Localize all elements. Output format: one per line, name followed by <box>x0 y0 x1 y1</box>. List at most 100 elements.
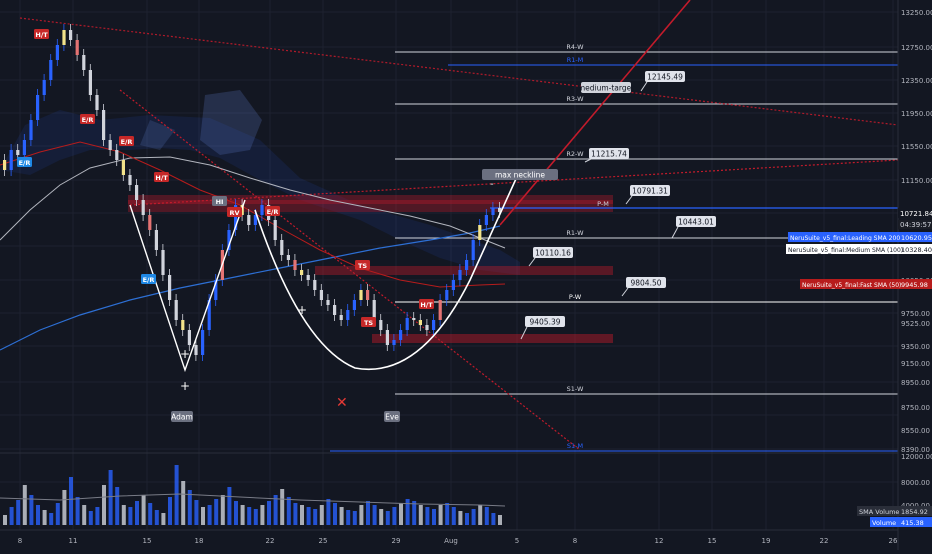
volume-bar-27 <box>181 481 186 525</box>
tag-er-1: E/R <box>17 157 32 167</box>
price-callout-2: 10791.31 <box>630 185 670 196</box>
candle-body-16 <box>108 140 112 150</box>
volume-bar-48 <box>319 505 324 525</box>
tag-rv: RV <box>227 207 242 217</box>
volume-bar-12 <box>82 505 87 525</box>
candle-body-44 <box>293 260 297 270</box>
candle-body-25 <box>168 275 172 300</box>
medium-sma-value: 10328.40 <box>901 246 932 254</box>
medium-target-label: medium-target <box>578 82 634 93</box>
tag-hi-1: HI <box>212 196 227 206</box>
level-label-pm: P-M <box>597 200 609 208</box>
volume-bar-70 <box>465 513 469 525</box>
volume-bar-9 <box>62 490 67 525</box>
volume-bar-47 <box>313 509 318 525</box>
volume-bar-75 <box>498 515 502 525</box>
volume-bar-1 <box>9 507 14 525</box>
level-label-s1w: S1-W <box>567 385 584 393</box>
price-tick-12: 9150.00 <box>901 360 930 368</box>
volume-bar-22 <box>148 503 153 525</box>
volume-bar-37 <box>247 507 252 525</box>
volume-bar-73 <box>484 507 489 525</box>
max-neckline-label: max neckline <box>482 169 558 180</box>
tag-rv-bg <box>227 207 242 217</box>
volume-bar-50 <box>333 503 337 525</box>
tag-er-4-text: E/R <box>143 276 155 284</box>
tag-ht-2-text: H/T <box>155 174 168 182</box>
breakout-line <box>499 0 691 226</box>
price-callout-1: 11215.74 <box>589 148 629 159</box>
volume-bar-20 <box>135 501 139 525</box>
tag-ts-1-bg <box>355 260 370 270</box>
time-tick-7: Aug <box>444 537 458 545</box>
tag-er-3: E/R <box>119 136 134 146</box>
candle-body-46 <box>306 275 310 280</box>
time-tick-13: 22 <box>820 537 829 545</box>
candle-body-34 <box>227 230 231 250</box>
tag-er-1-text: E/R <box>19 159 31 167</box>
candle-body-31 <box>207 300 211 330</box>
volume-bar-69 <box>458 511 463 525</box>
plus-marker-3: + <box>297 303 307 317</box>
volume-bar-65 <box>432 509 436 525</box>
price-callout-3-text: 10443.01 <box>678 218 714 227</box>
volume-bar-15 <box>102 485 106 525</box>
candle-body-11 <box>75 40 79 55</box>
volume-bar-38 <box>253 509 258 525</box>
volume-bar-39 <box>260 505 265 525</box>
price-tick-16: 8390.00 <box>901 446 930 454</box>
price-tick-10: 9525.00 <box>901 320 930 328</box>
time-tick-8: 5 <box>515 537 519 545</box>
tag-ht-3: H/T <box>419 299 434 309</box>
candle-body-66 <box>438 300 442 320</box>
candle-body-54 <box>359 290 363 300</box>
price-axis-bg <box>898 0 932 550</box>
candle-body-39 <box>260 205 264 215</box>
volume-tick-1: 8000.00 <box>901 479 930 487</box>
volume-bar-21 <box>141 495 146 525</box>
price-callout-6-bg <box>525 316 565 327</box>
price-callout-4-text: 10110.16 <box>535 249 571 258</box>
sma-volume-badge <box>857 506 932 516</box>
eve-label-text: Eve <box>385 413 399 422</box>
volume-bar-63 <box>418 505 423 525</box>
volume-bar-31 <box>207 505 212 525</box>
adam-label: Adam <box>171 411 193 422</box>
plus-marker-1: + <box>180 347 190 361</box>
tag-er-3-bg <box>119 136 134 146</box>
volume-badge <box>870 517 932 527</box>
callout-tail-3 <box>671 226 679 239</box>
fast-sma-line <box>0 141 506 288</box>
candle-body-68 <box>451 280 455 290</box>
candle-body-17 <box>115 150 119 160</box>
volume-bar-6 <box>42 510 47 525</box>
tag-ht-1-bg <box>34 29 49 39</box>
level-label-r1w: R1-W <box>566 229 584 237</box>
volume-bar-68 <box>451 507 456 525</box>
tag-er-4-bg <box>141 274 156 284</box>
tag-ht-1-text: H/T <box>35 31 48 39</box>
cloud-lump-2 <box>140 120 175 150</box>
candle-body-26 <box>174 300 178 320</box>
tag-er-2: E/R <box>80 114 95 124</box>
volume-bars <box>3 465 502 525</box>
fast-sma-value: 9945.98 <box>901 281 928 289</box>
volume-bar-52 <box>346 510 351 525</box>
candle-body-1 <box>9 150 13 170</box>
max-neckline-label-bg <box>482 169 558 180</box>
time-axis: 8 11 15 18 22 25 29 Aug 5 8 12 15 19 22 26 <box>18 537 898 545</box>
tag-ts-1-text: TS <box>358 262 367 270</box>
tag-ht-2-bg <box>154 172 169 182</box>
price-callout-2-bg <box>630 185 670 196</box>
volume-bar-42 <box>280 489 285 525</box>
tag-ts-2: TS <box>361 317 376 327</box>
candle-body-19 <box>128 175 132 185</box>
tag-ht-3-text: H/T <box>420 301 433 309</box>
candle-body-45 <box>300 270 304 275</box>
volume-bar-60 <box>399 503 403 525</box>
price-tick-3: 11950.00 <box>901 110 932 118</box>
candle-body-13 <box>88 70 92 95</box>
candle-body-65 <box>432 320 436 330</box>
cloud-lump-1 <box>200 90 262 155</box>
